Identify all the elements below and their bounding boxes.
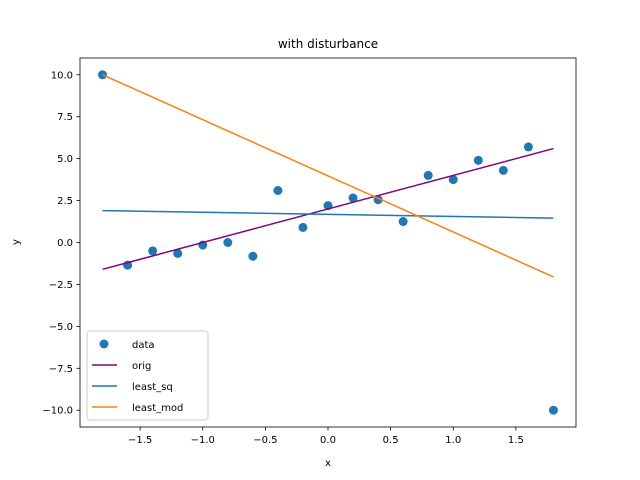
data-point	[298, 222, 308, 232]
x-tick-label: −1.0	[191, 435, 215, 446]
legend-label-least-mod: least_mod	[132, 403, 183, 414]
x-tick-label: 1.0	[445, 435, 461, 446]
y-tick-label: −7.5	[49, 364, 73, 375]
y-tick-label: 2.5	[57, 196, 73, 207]
data-point	[148, 246, 158, 256]
data-point	[348, 193, 358, 203]
plot-area	[98, 70, 558, 415]
legend-label-data: data	[132, 340, 155, 351]
y-tick-label: −5.0	[49, 322, 73, 333]
x-tick-label: −0.5	[253, 435, 277, 446]
data-point	[473, 155, 483, 165]
data-point	[223, 238, 233, 247]
y-tick-label: 7.5	[57, 112, 73, 123]
y-tick-label: 10.0	[51, 70, 73, 81]
data-point	[448, 175, 458, 185]
series-line-orig	[102, 147, 554, 271]
data-point	[273, 186, 283, 196]
legend-marker-data	[99, 339, 109, 349]
y-axis-label: y	[11, 239, 22, 245]
legend-box	[86, 330, 209, 421]
legend-label-orig: orig	[132, 361, 151, 372]
data-point	[423, 170, 433, 180]
y-tick-label: 0.0	[57, 238, 73, 249]
x-tick-label: −1.5	[128, 435, 152, 446]
x-axis: −1.5 −1.0 −0.5 0.0 0.5 1.0 1.5	[128, 427, 524, 446]
y-tick-label: −2.5	[49, 280, 73, 291]
x-tick-label: 1.5	[508, 435, 524, 446]
chart-title: with disturbance	[278, 37, 378, 51]
legend-label-least-sq: least_sq	[132, 382, 173, 393]
x-tick-label: 0.0	[320, 435, 336, 446]
y-axis: −10.0 −7.5 −5.0 −2.5 0.0 2.5 5.0 7.5 10.0	[42, 70, 80, 417]
data-point	[248, 251, 258, 261]
x-axis-label: x	[325, 458, 331, 469]
data-point	[498, 165, 508, 175]
y-tick-label: −10.0	[42, 406, 73, 417]
series-line-least-mod	[102, 74, 554, 278]
series-line-least-sq	[102, 209, 554, 219]
data-point	[398, 217, 408, 227]
data-point	[548, 405, 558, 415]
y-tick-label: 5.0	[57, 154, 73, 165]
data-point	[523, 142, 533, 152]
data-point	[173, 248, 183, 258]
legend: data orig least_sq least_mod	[86, 330, 209, 421]
x-tick-label: 0.5	[383, 435, 399, 446]
